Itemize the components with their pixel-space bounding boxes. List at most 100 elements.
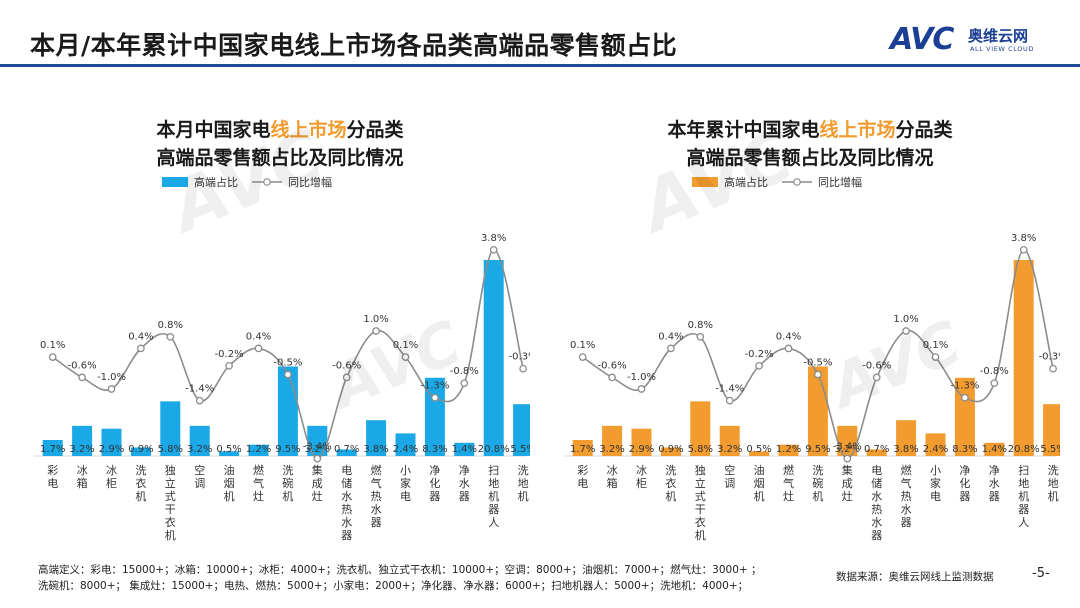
- category-label: 彩电: [47, 464, 58, 490]
- growth-value-label: -0.2%: [215, 349, 244, 360]
- category-label: 集成灶: [842, 463, 853, 503]
- bar: [837, 425, 858, 456]
- bar-value-label: 5.8%: [688, 444, 713, 455]
- category-label: 洗地机: [1048, 464, 1059, 503]
- growth-point: [843, 454, 852, 463]
- bar-value-label: 3.2%: [69, 444, 94, 455]
- chart-title-post: 分品类: [346, 119, 404, 141]
- growth-point: [254, 344, 263, 353]
- growth-value-label: -0.6%: [598, 360, 627, 371]
- category-label: 净水器: [459, 463, 470, 503]
- growth-point: [372, 327, 380, 335]
- bar: [277, 366, 298, 456]
- bar-value-label: 9.5%: [275, 444, 300, 455]
- category-label: 扫地机器人: [488, 464, 499, 529]
- bar-value-label: 1.4%: [452, 444, 477, 455]
- bar-value-label: 2.4%: [393, 444, 418, 455]
- category-label: 小家电: [400, 464, 411, 503]
- bar: [160, 401, 181, 456]
- category-label: 洗碗机: [282, 464, 293, 503]
- growth-point: [401, 353, 410, 361]
- growth-value-label: 0.4%: [246, 331, 271, 342]
- chart-title-line2: 高端品零售额占比及同比情况: [156, 147, 404, 169]
- bar-value-label: 0.9%: [128, 444, 153, 455]
- growth-point: [313, 454, 322, 463]
- category-label: 净化器: [429, 463, 440, 503]
- bar-value-label: 1.2%: [246, 444, 271, 455]
- growth-point: [166, 332, 175, 341]
- legend-bar-label: 高端占比: [724, 175, 768, 189]
- category-label: 燃气灶: [783, 463, 794, 503]
- bar: [690, 401, 711, 456]
- growth-value-label: -0.3%: [509, 352, 530, 363]
- growth-point: [519, 364, 527, 373]
- growth-point: [1049, 364, 1057, 373]
- bar: [395, 433, 416, 456]
- category-label: 电储水热水器: [871, 464, 882, 542]
- bar-value-label: 0.9%: [658, 444, 683, 455]
- footnote-line-2: 洗碗机：8000+； 集成灶：15000+；电热、燃热：5000+；小家电：20…: [38, 580, 749, 592]
- growth-point: [931, 353, 940, 361]
- growth-point: [902, 327, 910, 335]
- bar-value-label: 0.5%: [746, 444, 771, 455]
- bar-value-label: 1.4%: [982, 444, 1007, 455]
- chart-title-line2: 高端品零售额占比及同比情况: [686, 147, 934, 169]
- bar-value-label: 5.5%: [1040, 444, 1060, 455]
- bar: [336, 449, 357, 456]
- bar: [925, 433, 946, 456]
- bar: [719, 425, 740, 456]
- growth-value-label: -3.4%: [303, 442, 332, 453]
- category-label: 燃气灶: [253, 463, 264, 503]
- bar-value-label: 0.5%: [216, 444, 241, 455]
- chart-title-pre: 本年累计中国家电: [667, 119, 820, 141]
- growth-value-label: 1.0%: [893, 314, 918, 325]
- footnote-line-1: 高端定义：彩电：15000+；冰箱：10000+；冰柜：4000+；洗衣机、独立…: [38, 564, 762, 576]
- growth-value-label: -1.3%: [950, 381, 979, 392]
- data-source: 数据来源：奥维云网线上监测数据: [836, 571, 994, 583]
- bar-value-label: 8.3%: [952, 444, 977, 455]
- category-label: 独立式干衣机: [165, 464, 176, 542]
- bar: [189, 425, 210, 456]
- growth-point: [990, 379, 999, 388]
- chart-title-month: 本月中国家电线上市场分品类 高端品零售额占比及同比情况: [30, 116, 530, 172]
- growth-value-label: 0.8%: [158, 320, 183, 331]
- category-label: 净水器: [989, 463, 1000, 503]
- growth-point: [872, 373, 881, 382]
- bar-value-label: 3.8%: [893, 444, 918, 455]
- category-label: 冰柜: [106, 464, 117, 490]
- bar: [866, 449, 887, 456]
- growth-value-label: 0.4%: [658, 331, 683, 342]
- growth-value-label: 3.8%: [1011, 233, 1036, 244]
- bar: [602, 425, 623, 456]
- chart-panel-ytd: 本年累计中国家电线上市场分品类 高端品零售额占比及同比情况 高端占比 同比增幅 1.…: [560, 108, 1060, 548]
- growth-point: [1019, 245, 1028, 254]
- category-label: 集成灶: [312, 463, 323, 503]
- growth-point: [78, 373, 86, 382]
- bar-value-label: 2.4%: [923, 444, 948, 455]
- bar: [483, 260, 504, 456]
- growth-point: [637, 385, 646, 393]
- growth-value-label: -0.6%: [862, 360, 891, 371]
- bar: [101, 428, 122, 456]
- chart-month-svg: 高端占比 同比增幅 1.7% 彩电 3.2% 冰箱 2.9% 冰柜 0.9% 洗衣机 5.8% 独立式…: [34, 175, 530, 542]
- bar-value-label: 1.2%: [776, 444, 801, 455]
- bar: [572, 439, 593, 456]
- growth-value-label: -1.0%: [97, 372, 126, 383]
- bar: [896, 420, 917, 456]
- bar-value-label: 5.5%: [510, 444, 530, 455]
- bar: [1013, 260, 1034, 456]
- bar-value-label: 3.8%: [363, 444, 388, 455]
- growth-value-label: -0.8%: [980, 366, 1009, 377]
- growth-point: [48, 353, 57, 361]
- growth-value-label: 1.0%: [363, 314, 388, 325]
- growth-point: [755, 361, 763, 370]
- category-label: 洗碗机: [812, 464, 823, 503]
- category-label: 冰柜: [636, 464, 647, 490]
- legend-line-marker: [793, 178, 801, 186]
- chart-title-post: 分品类: [895, 119, 953, 141]
- bar-value-label: 1.7%: [570, 444, 595, 455]
- legend-bar-swatch: [162, 177, 188, 187]
- bar: [72, 425, 93, 456]
- high-end-definition-footnote: 高端定义：彩电：15000+；冰箱：10000+；冰柜：4000+；洗衣机、独立…: [38, 562, 762, 594]
- bar: [631, 428, 652, 456]
